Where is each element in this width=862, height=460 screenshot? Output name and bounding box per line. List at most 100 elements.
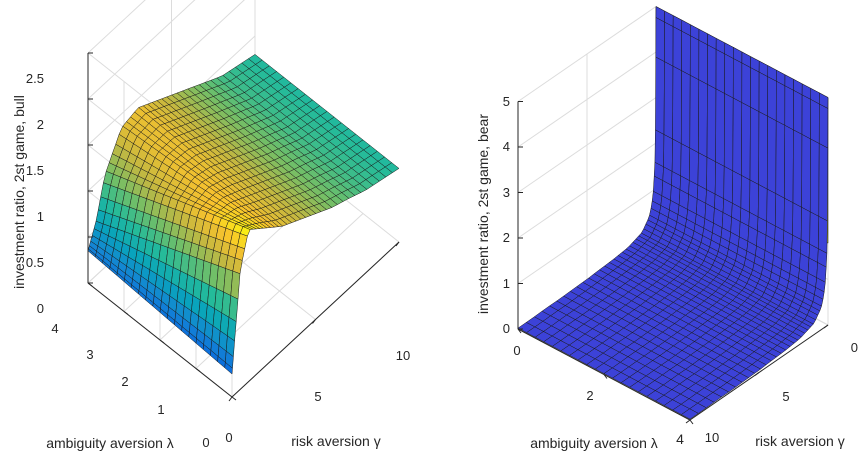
grid-line: [87, 0, 146, 54]
surface-patch: [663, 61, 674, 140]
surface-patch: [689, 35, 700, 81]
right-chart: 0 1 2 3 4 5 0 2 10 5 0 investment ratio,…: [475, 6, 858, 451]
surface-patch: [740, 174, 751, 213]
surface-patch: [818, 103, 829, 149]
surface-patch: [783, 197, 794, 236]
surface-patch: [750, 67, 760, 113]
surface-patch: [654, 129, 665, 168]
surface-patch: [707, 44, 717, 90]
surface-patch: [689, 74, 700, 154]
surface-patch: [792, 202, 802, 241]
surface-patch: [793, 89, 803, 135]
left-y-tick: 2: [121, 374, 128, 389]
left-z-tick: 0: [37, 301, 44, 316]
surface-patch: [792, 129, 803, 208]
left-x-tick: 10: [396, 348, 410, 363]
surface-patch: [800, 206, 811, 245]
surface-patch: [766, 188, 777, 227]
left-y-tick: 3: [86, 347, 93, 362]
right-surface: [517, 6, 829, 420]
surface-patch: [732, 58, 743, 104]
surface-patch: [664, 21, 674, 67]
right-x-tick: 0: [851, 340, 858, 355]
left-surface: [87, 54, 400, 375]
surface-patch: [698, 39, 708, 85]
tick-mark: [159, 339, 165, 344]
tick-mark: [231, 396, 237, 401]
surface-patch: [672, 65, 682, 145]
tick-mark: [689, 419, 694, 425]
surface-patch: [715, 48, 725, 94]
left-axes: [87, 52, 400, 402]
tick-mark: [603, 374, 608, 379]
right-y-tick-end: 4: [676, 431, 684, 447]
surface-patch: [723, 165, 734, 204]
surface-patch: [655, 17, 665, 63]
surface-patch: [706, 83, 717, 163]
surface-patch: [680, 70, 691, 149]
surface-patch: [714, 161, 725, 200]
left-z-label: investment ratio, 2st game, bull: [11, 95, 27, 289]
right-z-tick: 4: [503, 139, 510, 154]
surface-patch: [767, 76, 777, 122]
surface-patch: [732, 170, 742, 209]
left-x-label: risk aversion γ: [291, 433, 380, 449]
left-x-tick: 0: [225, 430, 232, 445]
right-z-label: investment ratio, 2st game, bear: [475, 114, 491, 314]
surface-patch: [749, 106, 760, 185]
right-x-tick: 5: [782, 389, 789, 404]
surface-patch: [818, 215, 828, 254]
surface-patch: [775, 80, 786, 126]
surface-patch: [724, 53, 734, 99]
left-z-tick: 1.5: [26, 163, 44, 178]
tick-mark: [823, 324, 829, 329]
surface-patch: [672, 26, 682, 72]
tick-mark: [312, 319, 316, 324]
surface-patch: [689, 147, 699, 186]
left-x-tick: 5: [314, 389, 321, 404]
surface-patch: [809, 211, 820, 250]
surface-patch: [801, 94, 811, 140]
left-y-tick: 4: [51, 321, 58, 336]
surface-patch: [758, 111, 768, 190]
right-y-label: ambiguity aversion λ: [530, 435, 658, 451]
right-x-tick: 10: [705, 430, 719, 445]
surface-patch: [697, 152, 708, 191]
right-z-tick: 1: [503, 276, 510, 291]
surface-patch: [810, 98, 820, 144]
tick-mark: [228, 396, 233, 402]
tick-mark: [754, 372, 760, 376]
right-z-tick: 3: [503, 185, 510, 200]
right-z-tick: 5: [503, 94, 510, 109]
surface-patch: [723, 93, 734, 172]
surface-patch: [757, 184, 768, 222]
tick-mark: [517, 328, 522, 334]
left-z-tick: 1: [37, 209, 44, 224]
left-z-tick: 2.5: [26, 71, 44, 86]
right-y-tick: 2: [586, 388, 593, 403]
tick-mark: [395, 241, 400, 247]
surface-patch: [671, 138, 682, 177]
surface-patch: [698, 79, 708, 158]
surface-patch: [766, 115, 777, 195]
right-y-tick: 0: [513, 343, 520, 358]
right-axes: [517, 101, 829, 425]
surface-patch: [801, 133, 811, 213]
right-x-label: risk aversion γ: [755, 433, 844, 449]
right-z-tick: 2: [503, 230, 510, 245]
surface-patch: [680, 408, 699, 420]
surface-patch: [681, 30, 691, 76]
tick-mark: [685, 419, 691, 424]
surface-patch: [784, 124, 794, 204]
left-y-tick: 0: [202, 435, 209, 450]
surface-patch: [809, 138, 820, 217]
surface-patch: [775, 193, 785, 231]
surface-patch: [732, 97, 743, 176]
tick-mark: [123, 311, 129, 315]
surface-patch: [228, 295, 239, 323]
surface-patch: [784, 85, 794, 131]
surface-patch: [758, 71, 768, 117]
left-y-label: ambiguity aversion λ: [46, 435, 174, 451]
surface-patch: [818, 143, 829, 222]
